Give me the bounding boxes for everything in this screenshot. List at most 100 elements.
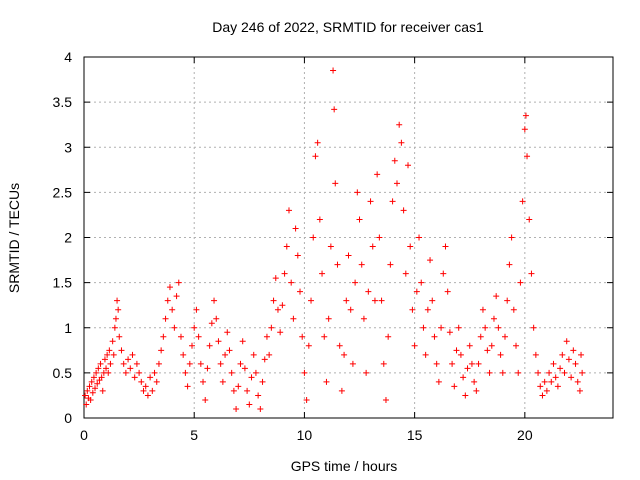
data-point: [177, 333, 184, 340]
data-point: [539, 392, 546, 399]
data-point: [237, 360, 244, 367]
data-point: [380, 360, 387, 367]
data-point: [101, 356, 108, 363]
data-point: [208, 320, 215, 327]
data-point: [142, 383, 149, 390]
data-point: [151, 369, 158, 376]
data-point: [365, 288, 372, 295]
data-point: [138, 378, 145, 385]
data-point: [576, 387, 583, 394]
data-point: [413, 288, 420, 295]
data-point: [457, 351, 464, 358]
data-point: [171, 324, 178, 331]
data-point: [90, 374, 97, 381]
data-point: [164, 297, 171, 304]
data-point: [136, 369, 143, 376]
data-point: [433, 360, 440, 367]
data-point: [250, 351, 257, 358]
data-point: [285, 207, 292, 214]
data-point: [228, 369, 235, 376]
data-point: [186, 360, 193, 367]
data-point: [367, 198, 374, 205]
x-tick-label: 5: [190, 427, 198, 443]
data-point: [321, 333, 328, 340]
data-point: [314, 139, 321, 146]
data-point: [94, 380, 101, 387]
data-point: [279, 302, 286, 309]
data-point: [327, 243, 334, 250]
data-point: [110, 351, 117, 358]
data-point: [341, 351, 348, 358]
data-point: [393, 180, 400, 187]
data-point: [184, 383, 191, 390]
data-point: [543, 387, 550, 394]
data-point: [206, 342, 213, 349]
x-tick-label: 10: [297, 427, 313, 443]
data-point: [422, 351, 429, 358]
data-point: [112, 315, 119, 322]
data-point: [431, 333, 438, 340]
y-tick-label: 0.5: [53, 365, 73, 381]
data-point: [416, 234, 423, 241]
data-point: [200, 378, 207, 385]
data-point: [98, 374, 105, 381]
data-point: [103, 365, 110, 372]
data-point: [513, 342, 520, 349]
data-point: [473, 387, 480, 394]
data-point: [435, 378, 442, 385]
data-point: [204, 365, 211, 372]
data-point: [272, 275, 279, 282]
data-point: [248, 374, 255, 381]
data-point: [374, 171, 381, 178]
data-point: [526, 216, 533, 223]
data-point: [297, 288, 304, 295]
data-point: [382, 396, 389, 403]
data-point: [453, 347, 460, 354]
data-point: [579, 369, 586, 376]
data-point: [460, 374, 467, 381]
data-point: [118, 347, 125, 354]
data-point: [347, 306, 354, 313]
data-point: [263, 333, 270, 340]
data-point: [409, 306, 416, 313]
data-point: [288, 279, 295, 286]
data-point: [83, 401, 90, 408]
data-point: [266, 351, 273, 358]
data-point: [87, 396, 94, 403]
data-point: [504, 297, 511, 304]
data-point: [550, 360, 557, 367]
data-point: [530, 324, 537, 331]
data-point: [114, 297, 121, 304]
data-point: [277, 329, 284, 336]
data-point: [246, 401, 253, 408]
data-point: [398, 139, 405, 146]
data-point: [565, 356, 572, 363]
x-tick-label: 20: [517, 427, 533, 443]
data-point: [378, 297, 385, 304]
data-point: [400, 207, 407, 214]
data-point: [493, 293, 500, 300]
data-point: [312, 153, 319, 160]
data-point: [88, 378, 95, 385]
data-point: [105, 369, 112, 376]
data-point: [376, 234, 383, 241]
y-tick-label: 2: [64, 230, 72, 246]
y-axis-label: SRMTID / TECUs: [6, 183, 22, 293]
data-point: [84, 387, 91, 394]
data-point: [396, 121, 403, 128]
data-point: [449, 360, 456, 367]
data-point: [153, 378, 160, 385]
data-point: [99, 387, 106, 394]
data-point: [354, 189, 361, 196]
data-point: [310, 234, 317, 241]
data-point: [424, 306, 431, 313]
data-point: [446, 329, 453, 336]
data-point: [334, 261, 341, 268]
data-point: [552, 374, 559, 381]
data-point: [189, 342, 196, 349]
data-point: [466, 342, 473, 349]
data-point: [299, 333, 306, 340]
data-point: [193, 306, 200, 313]
y-tick-label: 2.5: [53, 184, 73, 200]
